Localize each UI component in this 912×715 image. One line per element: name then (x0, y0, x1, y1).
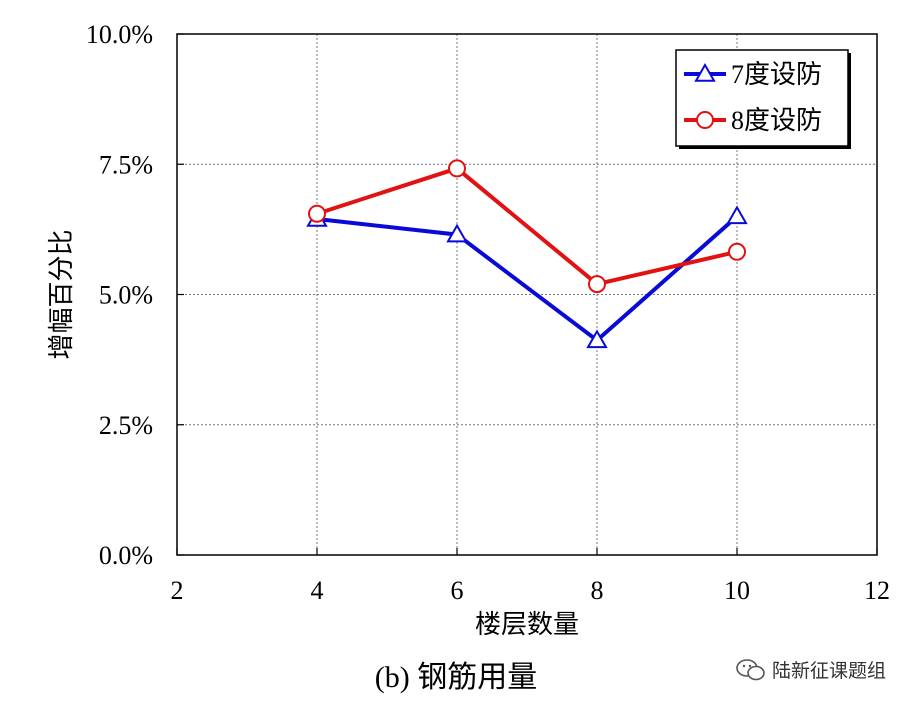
y-tick-label: 2.5% (99, 411, 153, 440)
x-tick-label: 6 (451, 576, 464, 605)
series-line-1 (316, 214, 739, 343)
data-point-series-2 (728, 242, 746, 261)
x-tick-label: 10 (724, 576, 750, 605)
data-point-series-2 (448, 159, 466, 178)
legend-marker-2 (696, 111, 714, 129)
watermark: 陆新征课题组 (736, 656, 886, 683)
figure-caption: (b) 钢筋用量 (374, 661, 538, 694)
y-tick-label: 5.0% (99, 281, 153, 310)
x-tick-label: 12 (864, 576, 890, 605)
series-line-2 (316, 166, 738, 287)
watermark-text: 陆新征课题组 (771, 660, 886, 682)
data-point-series-1 (726, 205, 748, 225)
data-point-series-1 (446, 223, 468, 243)
y-tick-label: 0.0% (99, 541, 153, 570)
y-tick-label: 10.0% (86, 20, 153, 49)
x-axis-label: 楼层数量 (475, 610, 579, 639)
y-axis-label: 增幅百分比 (47, 229, 76, 359)
legend-label-1: 7度设防 (731, 60, 822, 89)
legend-marker-1 (694, 62, 716, 82)
x-tick-label: 8 (591, 576, 604, 605)
legend-label-2: 8度设防 (731, 106, 822, 135)
data-point-series-2 (308, 204, 326, 223)
data-point-series-1 (586, 329, 608, 349)
y-tick-label: 7.5% (99, 150, 153, 179)
x-tick-label: 4 (311, 576, 324, 605)
data-point-series-2 (588, 275, 606, 294)
wechat-icon (736, 658, 765, 680)
x-tick-label: 2 (171, 576, 184, 605)
